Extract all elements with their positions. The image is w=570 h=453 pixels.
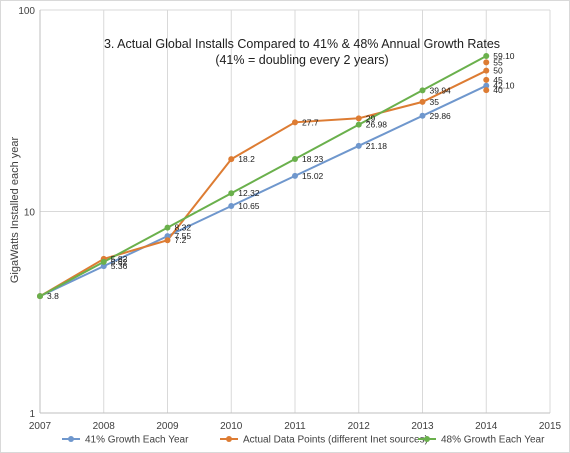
y-tick-label: 10 (24, 208, 36, 219)
data-point-green (292, 155, 298, 162)
data-point-blue (483, 82, 490, 89)
series-line-green (39, 55, 487, 298)
data-point-blue (419, 112, 426, 119)
x-tick-label: 2010 (220, 421, 243, 432)
legend-entry-blue: 41% Growth Each Year (85, 435, 189, 446)
data-label-green: 8.32 (175, 223, 192, 233)
data-point-green (164, 224, 171, 231)
x-tick-label: 2014 (475, 421, 498, 432)
legend-marker-orange (226, 436, 232, 442)
x-tick-label: 2009 (156, 421, 179, 432)
series-line-orange (39, 69, 487, 298)
data-label-green: 59.10 (493, 51, 515, 61)
data-point-orange (355, 115, 362, 122)
data-labels: 3.8 5.36 7.55 10.65 15.02 21.18 29.86 42.10 5.82… (47, 51, 515, 301)
data-point-green (355, 121, 362, 128)
data-label-orange: 55 (493, 57, 503, 67)
data-point-orange (164, 237, 171, 244)
legend-marker-green (424, 436, 430, 442)
data-point-green (483, 53, 490, 60)
data-label-green: 18.23 (302, 154, 324, 164)
x-tick-label: 2012 (348, 421, 371, 432)
data-label-orange: 7.2 (175, 235, 187, 245)
data-point-blue (100, 263, 107, 270)
data-label-orange: 29 (366, 113, 376, 123)
grid-lines (40, 9, 551, 413)
x-tick-label: 2013 (411, 421, 434, 432)
data-label-blue: 42.10 (493, 81, 515, 91)
chart-subtitle: (41% = doubling every 2 years) (215, 53, 388, 67)
legend-marker-blue (68, 436, 74, 442)
data-label-green: 26.98 (366, 120, 388, 130)
data-label-green: 5.62 (111, 257, 128, 267)
x-tick-label: 2008 (93, 421, 116, 432)
data-point-blue (228, 202, 235, 209)
data-label-blue: 5.36 (111, 261, 128, 271)
data-label-green: 12.32 (238, 188, 260, 198)
chart-title: 3. Actual Global Installs Compared to 41… (104, 37, 500, 51)
data-point-green (37, 293, 43, 300)
data-label-blue: 29.86 (430, 111, 452, 121)
data-label-orange: 27.7 (302, 117, 319, 127)
series-line-blue (39, 84, 487, 298)
data-label-orange: 35 (430, 97, 440, 107)
x-tick-label: 2007 (29, 421, 52, 432)
data-point-blue (164, 233, 171, 240)
data-label-green: 39.94 (430, 85, 452, 95)
data-label-blue: 3.8 (47, 291, 59, 301)
data-label-blue: 7.55 (175, 231, 192, 241)
data-point-green (228, 190, 235, 197)
data-point-blue (292, 172, 298, 179)
data-point-orange (292, 119, 298, 126)
data-point-orange (419, 98, 426, 105)
y-tick-label: 1 (29, 409, 35, 420)
data-point-orange (483, 59, 490, 66)
y-tick-label: 100 (18, 6, 35, 17)
data-point-green (100, 258, 107, 265)
data-point-green (419, 87, 426, 94)
data-point-orange (228, 156, 235, 163)
legend-entry-orange: Actual Data Points (different Inet sourc… (243, 435, 428, 446)
data-point-orange (483, 76, 490, 83)
y-axis-label: GigaWatts Installed each year (9, 137, 21, 284)
data-label-blue: 21.18 (366, 141, 388, 151)
legend-entry-green: 48% Growth Each Year (441, 435, 545, 446)
data-label-blue: 15.02 (302, 171, 324, 181)
data-label-orange: 40 (493, 85, 503, 95)
series-layer (37, 53, 490, 300)
data-label-blue: 10.65 (238, 201, 260, 211)
x-tick-label: 2011 (284, 421, 306, 432)
data-point-orange (483, 67, 490, 74)
data-label-orange: 50 (493, 66, 503, 76)
data-label-orange: 5.82 (111, 254, 128, 264)
x-tick-label: 2015 (539, 421, 562, 432)
data-point-orange (483, 87, 490, 94)
axes: 2007 2008 2009 2010 2011 2012 2013 2014 2015 1 10 1… (18, 6, 561, 432)
legend: 41% Growth Each Year Actual Data Points (… (62, 435, 545, 446)
data-label-orange: 18.2 (238, 154, 255, 164)
data-label-orange: 45 (493, 75, 503, 85)
data-point-blue (355, 142, 362, 149)
